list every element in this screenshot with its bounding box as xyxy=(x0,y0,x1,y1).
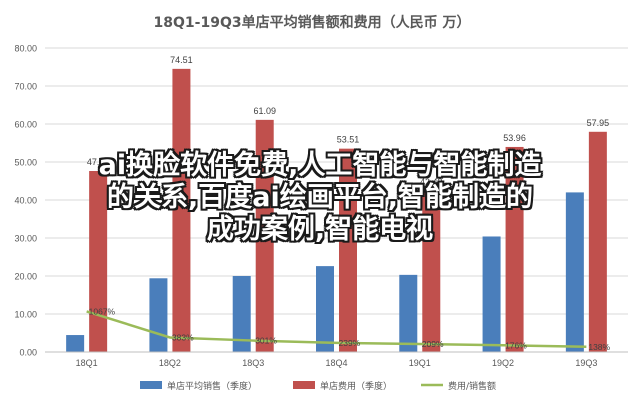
overlay-caption: ai换脸软件免费,人工智能与智能制造 的关系,百度ai绘画平台,智能制造的 成功… xyxy=(0,150,640,246)
ratio-line: 1067% 383% 301% 239% 209% 176% 138% xyxy=(86,306,611,352)
overlay-line-1: ai换脸软件免费,人工智能与智能制造 xyxy=(98,150,542,181)
bar-sales xyxy=(316,266,334,352)
x-tick-label: 19Q3 xyxy=(575,358,597,368)
y-tick-label: 70.00 xyxy=(14,82,37,92)
legend-label: 单店平均销售（季度） xyxy=(167,380,257,392)
bar-sales xyxy=(66,335,85,352)
legend-label: 费用/销售额 xyxy=(448,380,496,392)
legend-swatch xyxy=(140,381,162,389)
bar-cost xyxy=(422,190,441,352)
legend: 单店平均销售（季度） 单店费用（季度） 费用/销售额 xyxy=(140,380,496,392)
overlay-line-2: 的关系,百度ai绘画平台,智能制造的 xyxy=(107,182,533,213)
series-line xyxy=(86,310,587,349)
line-data-label: 209% xyxy=(422,339,444,349)
bar-data-label: 53.51 xyxy=(337,135,360,145)
chart-title: 18Q1-19Q3单店平均销售额和费用（人民币 万） xyxy=(154,14,471,31)
y-tick-label: 20.00 xyxy=(14,272,37,282)
bar-sales xyxy=(399,274,418,352)
legend-label: 单店费用（季度） xyxy=(320,380,392,392)
y-axis: 0.00 10.00 20.00 30.00 40.00 50.00 60.00 70.00 8… xyxy=(14,44,37,358)
bar-sales xyxy=(232,276,251,352)
y-tick-label: 10.00 xyxy=(14,310,37,320)
y-tick-label: 60.00 xyxy=(14,120,37,130)
line-data-label: 383% xyxy=(172,332,194,342)
bar-cost xyxy=(339,148,357,352)
y-tick-label: 30.00 xyxy=(14,234,37,244)
x-tick-label: 18Q1 xyxy=(76,358,98,368)
bar-data-label: 53.96 xyxy=(503,133,526,143)
line-data-label: 138% xyxy=(588,342,610,352)
bar-data-label: 42.43 xyxy=(420,177,443,187)
bar-data-label: 61.09 xyxy=(253,106,276,116)
legend-swatch xyxy=(293,381,315,389)
y-tick-label: 50.00 xyxy=(14,158,37,168)
y-tick-label: 40.00 xyxy=(14,196,37,206)
line-data-label: 176% xyxy=(505,340,527,350)
line-data-label: 1067% xyxy=(89,306,116,316)
bar-sales xyxy=(149,278,168,352)
x-axis: 18Q1 18Q2 18Q3 18Q4 19Q1 19Q2 19Q3 xyxy=(45,351,628,368)
bar-sales xyxy=(482,236,501,352)
bar-cost xyxy=(505,146,524,352)
bar-cost xyxy=(588,131,607,352)
bar-data-label: 57.95 xyxy=(587,118,610,128)
bar-cost xyxy=(89,171,108,352)
y-tick-label: 80.00 xyxy=(14,44,37,54)
bar-cost xyxy=(255,119,274,352)
bar-data-label: 47.63 xyxy=(87,157,110,167)
x-tick-label: 19Q1 xyxy=(409,358,431,368)
x-tick-label: 18Q3 xyxy=(242,358,264,368)
bar-sales xyxy=(565,192,584,352)
x-tick-label: 19Q2 xyxy=(492,358,514,368)
bar-cost xyxy=(172,68,191,352)
x-tick-label: 18Q4 xyxy=(325,358,347,368)
y-tick-label: 0.00 xyxy=(19,348,37,358)
bars: 47.63 74.51 61.09 53.51 42.43 53.96 57.95 xyxy=(66,55,609,352)
overlay-line-3: 成功案例,智能电视 xyxy=(206,214,434,245)
line-data-label: 301% xyxy=(255,336,277,346)
line-data-label: 239% xyxy=(339,338,361,348)
x-tick-label: 18Q2 xyxy=(159,358,181,368)
bar-data-label: 74.51 xyxy=(170,55,193,65)
